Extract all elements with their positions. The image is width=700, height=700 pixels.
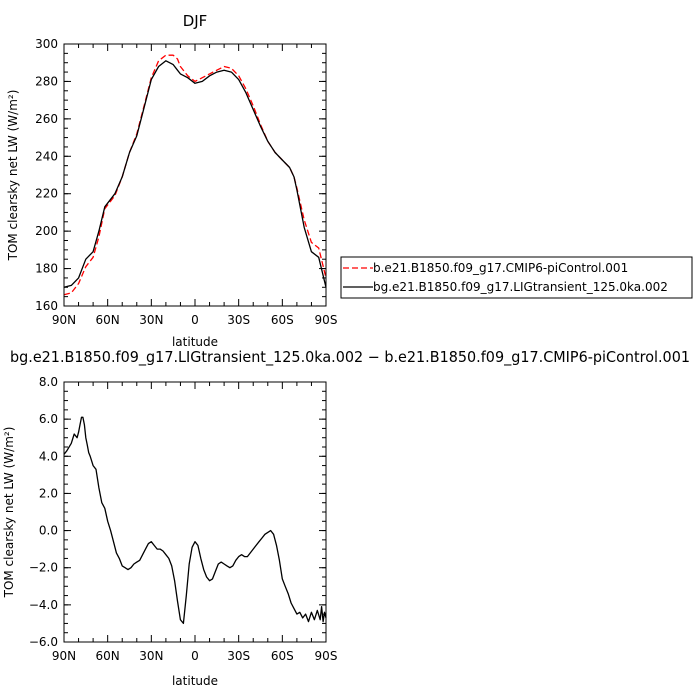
bottom-x-axis-label: latitude (172, 674, 218, 688)
y-tick-label: −4.0 (29, 598, 58, 612)
y-tick-label: 6.0 (39, 412, 58, 426)
x-tick-label: 30N (139, 313, 163, 327)
series-line-1-0 (63, 416, 327, 625)
y-tick-label: 2.0 (39, 486, 58, 500)
top-panel-title: DJF (183, 12, 208, 30)
legend-box (340, 256, 693, 299)
x-tick-label: 60S (271, 313, 294, 327)
x-tick-label: 0 (191, 313, 199, 327)
y-tick-label: 160 (35, 299, 58, 313)
legend-label-control: b.e21.B1850.f09_g17.CMIP6-piControl.001 (373, 261, 628, 275)
y-tick-label: 300 (35, 37, 58, 51)
y-tick-label: 280 (35, 74, 58, 88)
bottom-y-axis-label: TOM clearsky net LW (W/m²) (2, 427, 16, 599)
y-tick-label: 4.0 (39, 449, 58, 463)
y-tick-label: 0.0 (39, 524, 58, 538)
x-tick-label: 90S (315, 649, 338, 663)
x-tick-label: 90N (52, 313, 76, 327)
series-line-0-1 (63, 60, 327, 288)
series-line-0-0 (63, 54, 327, 296)
y-tick-label: 220 (35, 187, 58, 201)
x-tick-label: 90N (52, 649, 76, 663)
x-tick-label: 0 (191, 649, 199, 663)
x-tick-label: 30S (227, 313, 250, 327)
x-tick-label: 60N (96, 313, 120, 327)
bottom-panel-title: bg.e21.B1850.f09_g17.LIGtransient_125.0k… (10, 348, 690, 367)
y-tick-label: −6.0 (29, 635, 58, 649)
top-x-axis-label: latitude (172, 335, 218, 349)
y-tick-label: 180 (35, 262, 58, 276)
y-tick-label: −2.0 (29, 561, 58, 575)
bottom-plot-frame (63, 381, 327, 643)
top-panel: DJF 90N 60N 30N 0 30S 60S 90S 160 180 200 220 240 26… (6, 12, 337, 349)
y-tick-label: 200 (35, 224, 58, 238)
x-tick-label: 30S (227, 649, 250, 663)
bottom-panel: bg.e21.B1850.f09_g17.LIGtransient_125.0k… (2, 348, 690, 688)
x-tick-label: 60S (271, 649, 294, 663)
x-tick-label: 60N (96, 649, 120, 663)
legend: b.e21.B1850.f09_g17.CMIP6-piControl.001 … (340, 256, 693, 299)
y-tick-label: 8.0 (39, 375, 58, 389)
x-tick-label: 30N (139, 649, 163, 663)
y-tick-label: 240 (35, 149, 58, 163)
top-y-axis-label: TOM clearsky net LW (W/m²) (6, 90, 20, 262)
x-tick-label: 90S (315, 313, 338, 327)
y-tick-label: 260 (35, 112, 58, 126)
legend-label-lig: bg.e21.B1850.f09_g17.LIGtransient_125.0k… (373, 280, 668, 294)
